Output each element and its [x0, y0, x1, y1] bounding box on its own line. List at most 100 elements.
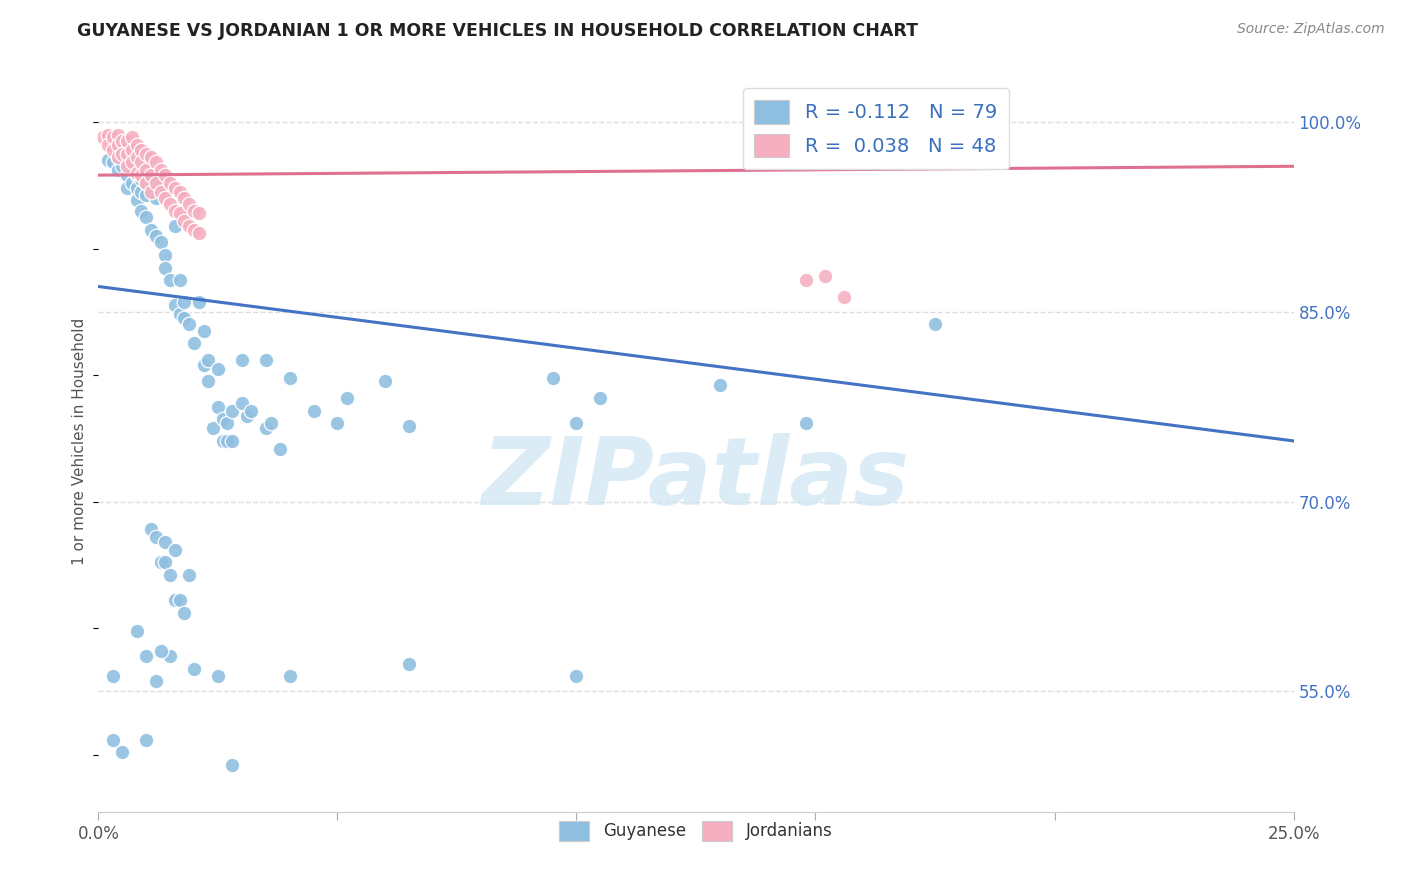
Point: [115, 134, 138, 148]
Point: [121, 176, 143, 190]
Point: [111, 146, 134, 161]
Point: [374, 375, 396, 389]
Point: [197, 375, 219, 389]
Point: [121, 155, 143, 169]
Point: [135, 163, 157, 178]
Point: [139, 168, 162, 182]
Point: [254, 352, 277, 367]
Point: [145, 176, 167, 190]
Point: [957, 115, 980, 129]
Point: [139, 150, 162, 164]
Point: [135, 210, 157, 224]
Point: [193, 324, 215, 338]
Point: [135, 176, 157, 190]
Point: [149, 178, 172, 193]
Point: [179, 318, 201, 332]
Point: [125, 624, 148, 638]
Point: [125, 166, 148, 180]
Point: [159, 273, 181, 287]
Point: [131, 203, 153, 218]
Point: [145, 530, 167, 544]
Point: [115, 168, 138, 182]
Point: [217, 416, 239, 430]
Point: [145, 674, 167, 689]
Point: [91, 130, 114, 145]
Point: [97, 153, 120, 167]
Point: [240, 403, 263, 417]
Point: [125, 168, 148, 182]
Point: [155, 248, 177, 262]
Point: [149, 644, 172, 658]
Point: [107, 150, 129, 164]
Point: [173, 311, 195, 326]
Point: [207, 400, 229, 414]
Point: [101, 143, 124, 157]
Point: [131, 172, 153, 186]
Point: [107, 128, 129, 142]
Point: [135, 176, 157, 190]
Point: [131, 143, 153, 157]
Point: [135, 146, 157, 161]
Point: [169, 206, 191, 220]
Point: [398, 657, 420, 671]
Point: [125, 194, 148, 208]
Point: [101, 155, 124, 169]
Point: [111, 146, 134, 161]
Point: [121, 163, 143, 178]
Point: [179, 197, 201, 211]
Point: [121, 143, 143, 157]
Point: [924, 318, 946, 332]
Point: [398, 418, 420, 433]
Point: [254, 421, 277, 435]
Point: [169, 593, 191, 607]
Point: [125, 181, 148, 195]
Point: [231, 396, 253, 410]
Point: [159, 648, 181, 663]
Point: [163, 542, 186, 557]
Point: [155, 555, 177, 569]
Point: [207, 361, 229, 376]
Point: [131, 159, 153, 173]
Point: [183, 222, 205, 236]
Point: [163, 298, 186, 312]
Point: [163, 593, 186, 607]
Point: [155, 535, 177, 549]
Point: [149, 163, 172, 178]
Point: [135, 188, 157, 202]
Point: [101, 130, 124, 145]
Point: [207, 669, 229, 683]
Point: [115, 146, 138, 161]
Point: [709, 378, 731, 392]
Point: [131, 168, 153, 182]
Point: [121, 150, 143, 164]
Point: [326, 416, 349, 430]
Point: [135, 163, 157, 178]
Point: [149, 185, 172, 199]
Text: Source: ZipAtlas.com: Source: ZipAtlas.com: [1237, 22, 1385, 37]
Point: [278, 669, 301, 683]
Point: [97, 137, 120, 152]
Point: [541, 370, 564, 384]
Point: [173, 294, 195, 309]
Point: [565, 416, 588, 430]
Point: [832, 290, 855, 304]
Point: [159, 197, 181, 211]
Point: [211, 412, 233, 426]
Point: [149, 235, 172, 250]
Point: [794, 273, 817, 287]
Point: [131, 155, 153, 169]
Point: [155, 185, 177, 199]
Point: [163, 181, 186, 195]
Point: [183, 336, 205, 351]
Point: [115, 155, 138, 169]
Point: [336, 391, 359, 405]
Point: [155, 168, 177, 182]
Point: [111, 134, 134, 148]
Point: [231, 352, 253, 367]
Point: [193, 358, 215, 372]
Point: [159, 176, 181, 190]
Point: [221, 758, 243, 772]
Point: [302, 403, 325, 417]
Point: [187, 294, 209, 309]
Point: [187, 206, 209, 220]
